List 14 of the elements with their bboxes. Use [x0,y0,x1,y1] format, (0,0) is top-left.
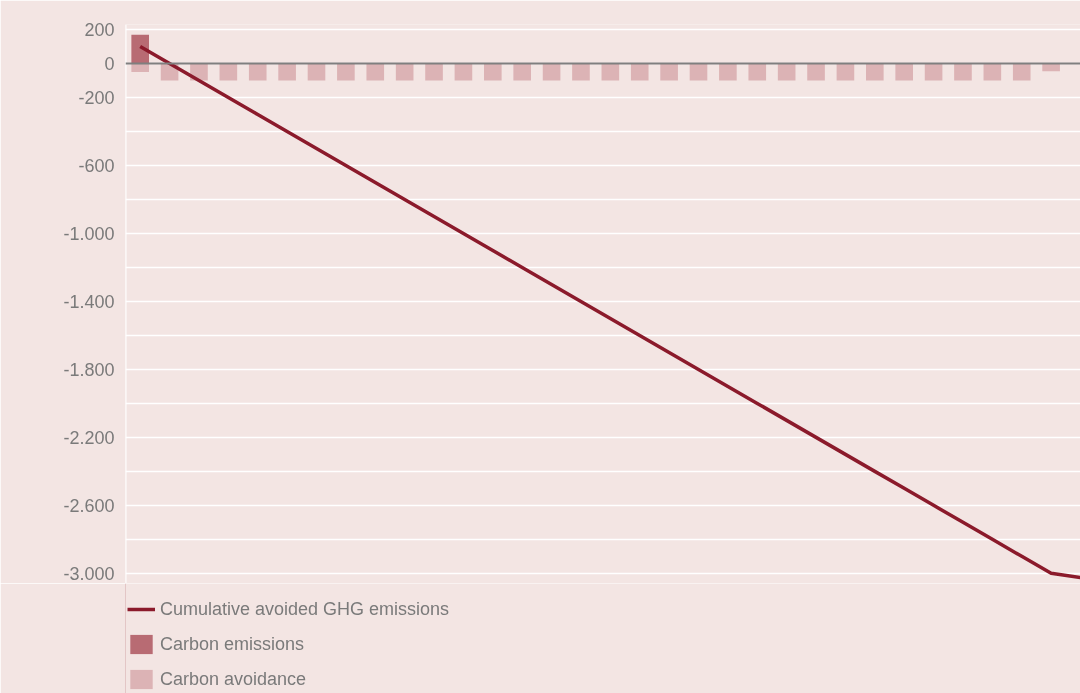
line-series [138,44,1080,580]
y-tick-label: -1.800 [63,359,115,380]
y-tick-label: -2.200 [63,427,115,448]
y-tick-label: -1.000 [63,223,115,244]
y-tick-label: -600 [78,156,115,177]
y-tick-label: 200 [84,20,115,41]
y-tick-label: 0 [104,54,115,75]
y-tick-label: -2.600 [63,495,115,516]
legend-label: Cumulative avoided GHG emissions [160,598,450,620]
legend-label: Carbon emissions [160,633,305,655]
legend-label: Carbon avoidance [160,668,307,690]
y-tick-label: -3.000 [63,563,115,584]
y-tick-label: -200 [78,88,115,109]
y-tick-label: -1.400 [63,291,115,312]
